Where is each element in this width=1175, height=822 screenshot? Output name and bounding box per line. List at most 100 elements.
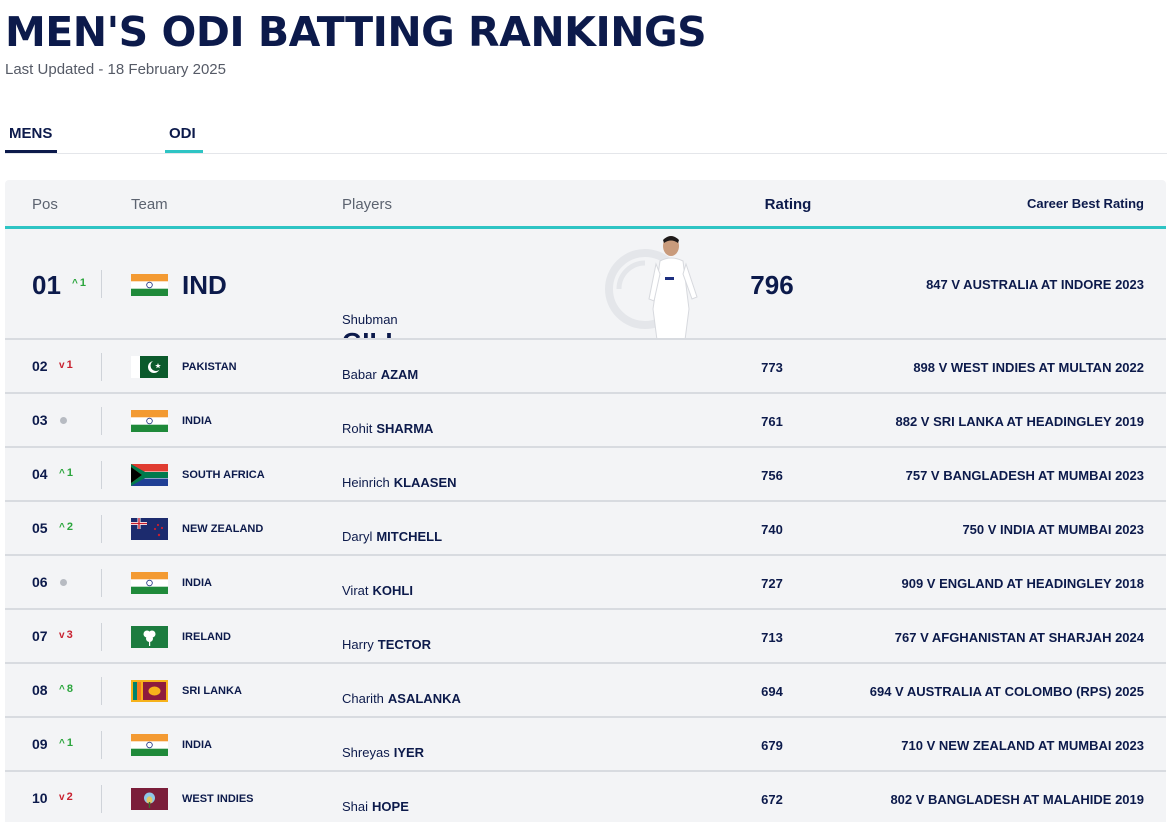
header-rating[interactable]: Rating [764,196,812,213]
position: 05 [32,520,48,536]
divider [101,623,102,651]
player-name[interactable]: Shreyas IYER [342,745,424,760]
career-best-rating: 694 V AUSTRALIA AT COLOMBO (RPS) 2025 [869,684,1144,699]
chevron-down-icon: v [59,792,65,803]
player-name[interactable]: Heinrich KLAASEN [342,475,457,490]
player-name[interactable]: Babar AZAM [342,367,418,382]
player-first-name: Babar [342,367,377,382]
divider [101,515,102,543]
table-row[interactable]: 06 INDIA Virat KOHLI 727 909 V ENGLAND AT… [5,556,1166,610]
chevron-up-icon: ^ [72,278,78,289]
top-player-row[interactable]: 01 ^1 IND Shubman GILL 796 847 V AUSTRAL… [5,229,1166,340]
player-last-name: TECTOR [377,637,431,652]
player-photo [605,236,698,338]
divider [101,270,102,298]
position: 01 [32,270,61,300]
player-first-name: Virat [342,583,369,598]
table-header: Pos Team Players Rating Career Best Rati… [5,180,1166,229]
pakistan-flag-icon [131,356,168,378]
chevron-up-icon: ^ [59,522,65,533]
player-first-name: Charith [342,691,384,706]
header-career-best[interactable]: Career Best Rating [1026,196,1144,211]
page-title: MEN'S ODI BATTING RANKINGS [5,8,707,56]
rating: 713 [761,630,783,645]
team-name: SRI LANKA [182,685,242,697]
india-flag-icon [131,734,168,756]
rating: 756 [761,468,783,483]
player-last-name: HOPE [372,799,409,814]
position: 08 [32,682,48,698]
position: 03 [32,412,48,428]
career-best-rating: 767 V AFGHANISTAN AT SHARJAH 2024 [894,630,1144,645]
india-flag-icon [131,410,168,432]
player-name[interactable]: Charith ASALANKA [342,691,461,706]
team-name: INDIA [182,415,212,427]
player-last-name: IYER [393,745,425,760]
player-last-name[interactable]: GILL [342,327,401,338]
header-players[interactable]: Players [342,196,393,213]
divider [101,569,102,597]
west-indies-flag-icon [131,788,168,810]
player-first-name: Harry [342,637,374,652]
team-name: SOUTH AFRICA [182,469,265,481]
rating: 672 [761,792,783,807]
player-name[interactable]: Shai HOPE [342,799,409,814]
team-name: INDIA [182,577,212,589]
rating: 727 [761,576,783,591]
team-name: IND [182,270,227,300]
divider [101,407,102,435]
rating: 761 [761,414,783,429]
player-name[interactable]: Daryl MITCHELL [342,529,442,544]
player-first-name: Shubman [342,312,398,327]
table-row[interactable]: 04 ^ 1 SOUTH AFRICA Heinrich KLAASEN 756 7… [5,448,1166,502]
header-team[interactable]: Team [131,196,168,213]
position: 09 [32,736,48,752]
career-best-rating: 909 V ENGLAND AT HEADINGLEY 2018 [901,576,1145,591]
divider [101,353,102,381]
player-name[interactable]: Harry TECTOR [342,637,431,652]
filter-odi[interactable]: ODI [165,125,203,153]
career-best-rating: 802 V BANGLADESH AT MALAHIDE 2019 [890,792,1144,807]
table-row[interactable]: 05 ^ 2 NEW ZEALAND Daryl MITCHELL 740 750 … [5,502,1166,556]
chevron-up-icon: ^ [59,684,65,695]
player-last-name: KLAASEN [393,475,457,490]
rank-change: ^ 1 [72,277,86,289]
divider [101,731,102,759]
filter-bar: MENS ODI [5,125,1167,154]
no-change-icon [60,579,67,586]
chevron-down-icon: v [59,630,65,641]
table-row[interactable]: 09 ^ 1 INDIA Shreyas IYER 679 710 V NEW ZE… [5,718,1166,772]
table-row[interactable]: 08 ^ 8 SRI LANKA Charith ASALANKA 694 694 … [5,664,1166,718]
position: 06 [32,574,48,590]
filter-mens[interactable]: MENS [5,125,57,153]
position: 07 [32,628,48,644]
divider [101,785,102,813]
sri-lanka-flag-icon [131,680,168,702]
divider [101,461,102,489]
header-pos[interactable]: Pos [32,196,58,213]
rating: 796 [750,270,794,300]
team-name: INDIA [182,739,212,751]
player-name[interactable]: Virat KOHLI [342,583,413,598]
new-zealand-flag-icon [131,518,168,540]
table-row[interactable]: 03 INDIA Rohit SHARMA 761 882 V SRI LANKA… [5,394,1166,448]
player-last-name: MITCHELL [376,529,443,544]
player-first-name: Shai [342,799,369,814]
chevron-up-icon: ^ [59,468,65,479]
position: 02 [32,358,48,374]
player-last-name: SHARMA [376,421,434,436]
career-best-rating: 750 V INDIA AT MUMBAI 2023 [962,522,1144,537]
player-last-name: AZAM [380,367,419,382]
chevron-up-icon: ^ [59,738,65,749]
player-name[interactable]: Rohit SHARMA [342,421,433,436]
team-name: NEW ZEALAND [182,523,264,535]
rankings-table: Pos Team Players Rating Career Best Rati… [5,180,1166,822]
ireland-flag-icon [131,626,168,648]
career-best-rating: 882 V SRI LANKA AT HEADINGLEY 2019 [895,414,1144,429]
south-africa-flag-icon [131,464,168,486]
rating: 740 [761,522,783,537]
